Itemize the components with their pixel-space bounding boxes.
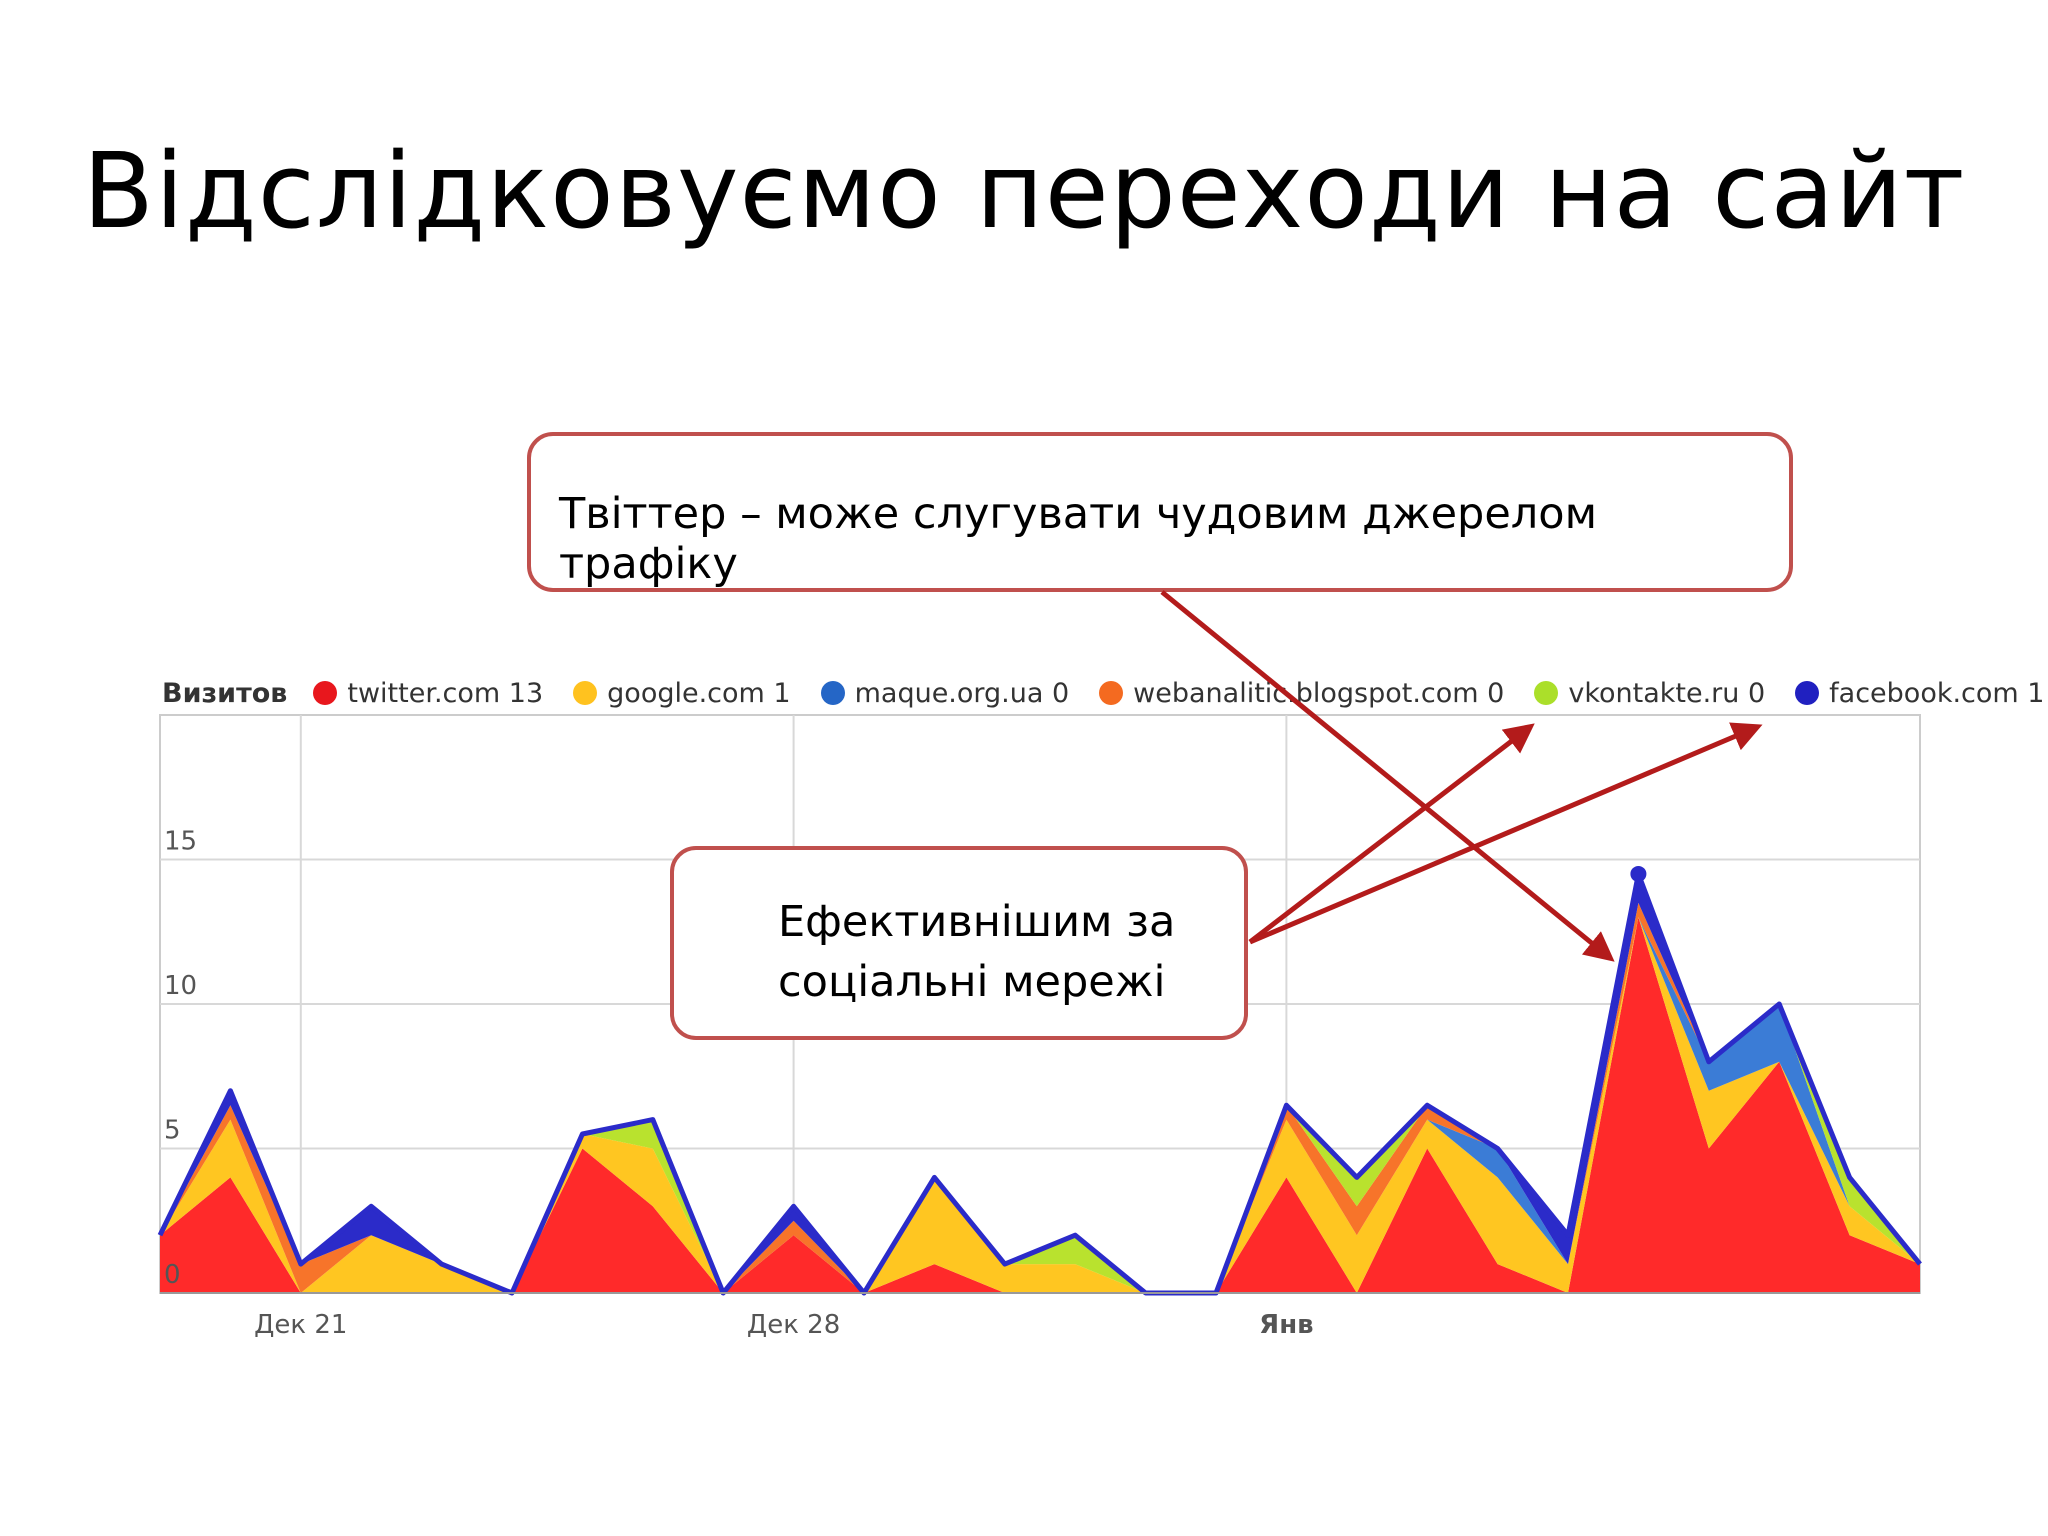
legend-label: twitter.com 13 — [347, 677, 544, 709]
x-tick-label: Дек 28 — [747, 1310, 840, 1340]
area-twitter — [160, 917, 1920, 1293]
legend-dot-icon — [1795, 681, 1820, 705]
x-tick-label: Янв — [1259, 1310, 1313, 1340]
y-tick-label: 15 — [164, 827, 197, 857]
legend-label: google.com 1 — [607, 677, 791, 709]
callout-text-line1: Ефективнішим за — [778, 897, 1176, 947]
y-tick-label: 10 — [164, 971, 197, 1001]
legend-item-maque[interactable]: maque.org.ua 0 — [820, 677, 1070, 709]
area-google — [160, 917, 1920, 1293]
legend-item-twitter[interactable]: twitter.com 13 — [313, 678, 543, 709]
legend-label: facebook.com 1 — [1829, 677, 2045, 709]
legend-item-facebook[interactable]: facebook.com 1 — [1795, 678, 2044, 709]
slide-title: Відслідковуємо переходи на сайт — [82, 130, 1966, 252]
x-tick-label: Дек 21 — [254, 1310, 347, 1340]
callout-text-line2: соціальні мережі — [778, 957, 1166, 1007]
legend-label: maque.org.ua 0 — [854, 677, 1070, 709]
legend-dot-icon — [820, 681, 845, 705]
legend-title: Визитов — [162, 677, 288, 709]
area-webanalitic — [160, 902, 1920, 1293]
peak-marker — [1630, 865, 1647, 882]
callout-text: Твіттер – може слугувати чудовим джерело… — [559, 489, 1598, 589]
legend-dot-icon — [573, 681, 598, 705]
callout-social-note: Ефективнішим за соціальні мережі — [670, 846, 1248, 1040]
legend-item-google[interactable]: google.com 1 — [573, 677, 791, 709]
legend-dot-icon — [313, 681, 338, 705]
legend-dot-icon — [1099, 681, 1124, 705]
axis-layer: 0 5 10 15 Дек 21 Дек 28 Янв — [160, 827, 1920, 1340]
y-tick-label: 5 — [164, 1116, 181, 1146]
y-tick-label: 0 — [164, 1260, 181, 1290]
callout-twitter-note: Твіттер – може слугувати чудовим джерело… — [527, 432, 1793, 592]
